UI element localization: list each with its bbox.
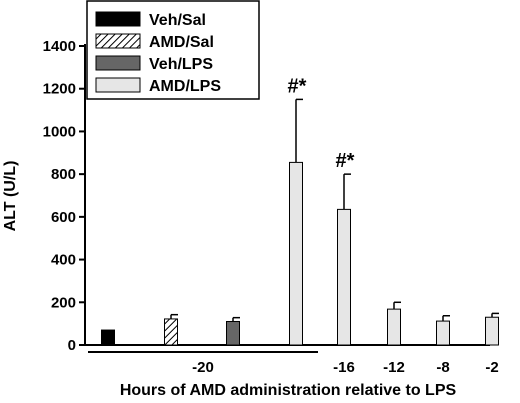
y-tick-label: 200 (51, 294, 76, 311)
y-tick-label: 400 (51, 252, 76, 269)
y-tick-label: 0 (68, 337, 76, 354)
bar-1 (164, 313, 178, 346)
significance-annotation: #* (288, 75, 307, 97)
bar-rect (226, 321, 240, 346)
legend-label: AMD/Sal (149, 34, 214, 51)
x-group-label: -2 (485, 359, 498, 376)
bar-rect (101, 329, 115, 346)
bar-5 (387, 301, 401, 346)
bars-group: #* #* (101, 75, 499, 346)
x-group-label: -20 (192, 359, 214, 376)
y-tick-label: 1200 (43, 81, 76, 98)
y-axis-ticks: 0 200 400 600 800 1000 1200 1400 (43, 38, 85, 354)
y-tick-label: 800 (51, 166, 76, 183)
legend-entry: Veh/Sal (95, 11, 206, 29)
significance-annotation: #* (336, 150, 355, 172)
x-group-label: -16 (333, 359, 355, 376)
bar-rect (337, 208, 351, 346)
legend-swatch (95, 11, 141, 27)
bar-4: #* (336, 150, 355, 346)
x-axis-title: Hours of AMD administration relative to … (120, 382, 457, 399)
bar-0 (101, 329, 115, 346)
bar-2 (226, 316, 240, 346)
legend-label: AMD/LPS (149, 78, 221, 95)
legend-label: Veh/LPS (149, 56, 213, 73)
legend-entry: AMD/Sal (95, 33, 214, 51)
bar-6 (436, 314, 450, 346)
y-tick-label: 1000 (43, 123, 76, 140)
bar-rect (387, 308, 401, 346)
legend: Veh/Sal AMD/Sal Veh/LPS AMD/LPS (86, 0, 260, 100)
bar-7 (485, 312, 499, 346)
legend-label: Veh/Sal (149, 12, 206, 29)
legend-swatch (95, 55, 141, 71)
x-group-label: -12 (383, 359, 405, 376)
bar-rect (485, 316, 499, 346)
y-axis-title: ALT (U/L) (2, 161, 19, 232)
legend-swatch (95, 77, 141, 93)
bar-rect (436, 320, 450, 346)
x-axis-labels: -20 -16 -12 -8 -2 (88, 351, 499, 376)
bar-3: #* (288, 75, 307, 346)
x-group-label: -8 (436, 359, 449, 376)
y-tick-label: 1400 (43, 38, 76, 55)
bar-rect (289, 161, 303, 346)
legend-swatch (95, 33, 141, 49)
legend-entry: Veh/LPS (95, 55, 213, 73)
y-tick-label: 600 (51, 209, 76, 226)
bar-rect (164, 318, 178, 346)
legend-entry: AMD/LPS (95, 77, 221, 95)
